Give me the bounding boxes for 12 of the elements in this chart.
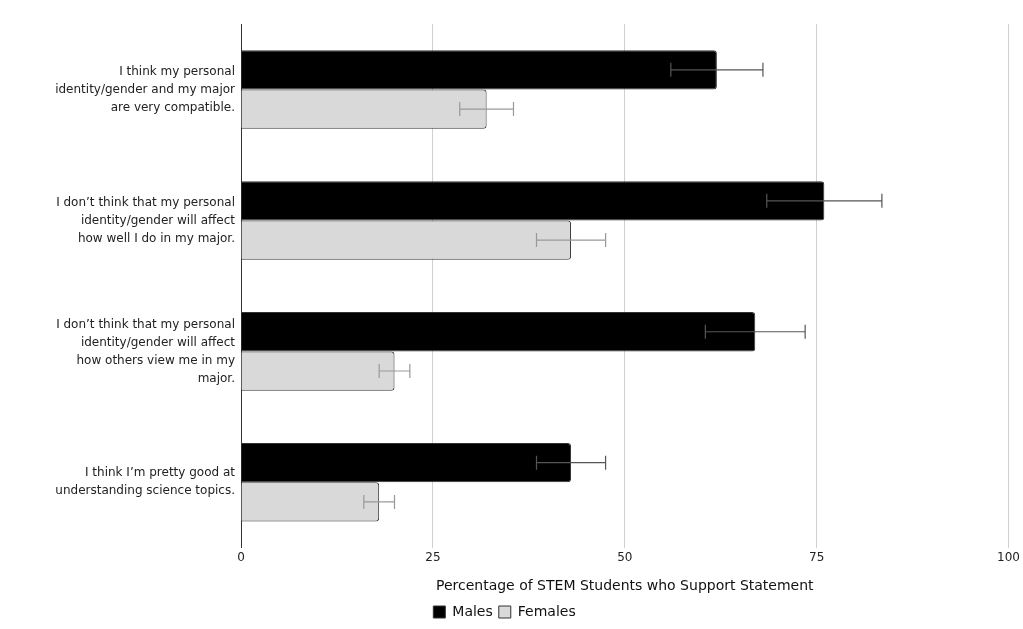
- y-tick-label: I think my personal identity/gender and my major are very compatible.: [55, 63, 236, 114]
- legend-label: Males: [452, 602, 493, 619]
- x-tick-label: 100: [997, 550, 1020, 565]
- x-tick-label: 75: [809, 550, 825, 565]
- y-tick-label: I don’t think that my personal identity/gender will affect how others view me in my major.: [56, 316, 236, 385]
- legend-label: Females: [517, 602, 576, 619]
- x-tick-label: 50: [617, 550, 633, 565]
- y-tick-label: I don’t think that my personal identity/gender will affect how well I do in my major.: [56, 194, 236, 245]
- x-tick-label: 0: [237, 550, 245, 565]
- x-tick-label: 25: [425, 550, 441, 565]
- y-tick-label: I think I’m pretty good at understanding science topics.: [55, 465, 236, 498]
- x-axis-title: Percentage of STEM Students who Support Statement: [435, 577, 815, 594]
